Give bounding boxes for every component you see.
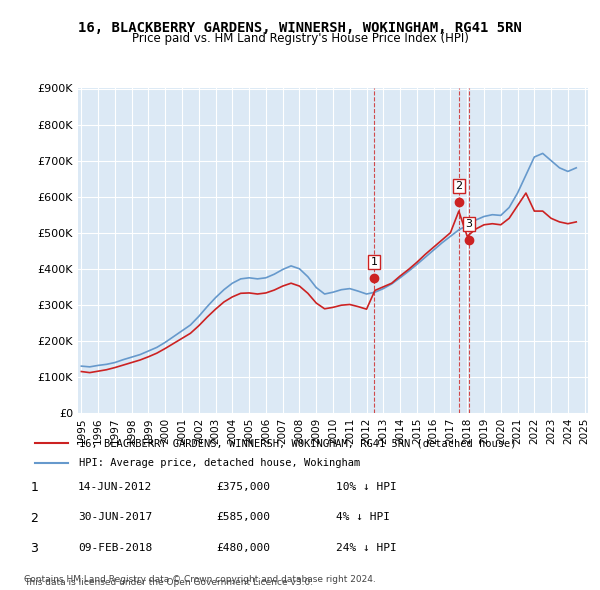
Text: 4% ↓ HPI: 4% ↓ HPI [336,513,390,522]
Text: Contains HM Land Registry data © Crown copyright and database right 2024.: Contains HM Land Registry data © Crown c… [24,575,376,584]
Text: 1: 1 [371,257,377,267]
Text: 2: 2 [31,512,38,525]
Text: 16, BLACKBERRY GARDENS, WINNERSH, WOKINGHAM, RG41 5RN (detached house): 16, BLACKBERRY GARDENS, WINNERSH, WOKING… [79,438,517,448]
Text: This data is licensed under the Open Government Licence v3.0.: This data is licensed under the Open Gov… [24,578,313,587]
Text: 2: 2 [455,181,463,191]
Text: £375,000: £375,000 [216,482,270,491]
Text: 10% ↓ HPI: 10% ↓ HPI [336,482,397,491]
Text: Price paid vs. HM Land Registry's House Price Index (HPI): Price paid vs. HM Land Registry's House … [131,32,469,45]
Text: 30-JUN-2017: 30-JUN-2017 [78,513,152,522]
Text: 1: 1 [31,481,38,494]
Text: 3: 3 [466,219,472,229]
Text: 16, BLACKBERRY GARDENS, WINNERSH, WOKINGHAM, RG41 5RN: 16, BLACKBERRY GARDENS, WINNERSH, WOKING… [78,21,522,35]
Text: 14-JUN-2012: 14-JUN-2012 [78,482,152,491]
Text: 3: 3 [31,542,38,555]
Text: 09-FEB-2018: 09-FEB-2018 [78,543,152,553]
Text: £480,000: £480,000 [216,543,270,553]
Text: £585,000: £585,000 [216,513,270,522]
Text: 24% ↓ HPI: 24% ↓ HPI [336,543,397,553]
Text: HPI: Average price, detached house, Wokingham: HPI: Average price, detached house, Woki… [79,458,361,467]
